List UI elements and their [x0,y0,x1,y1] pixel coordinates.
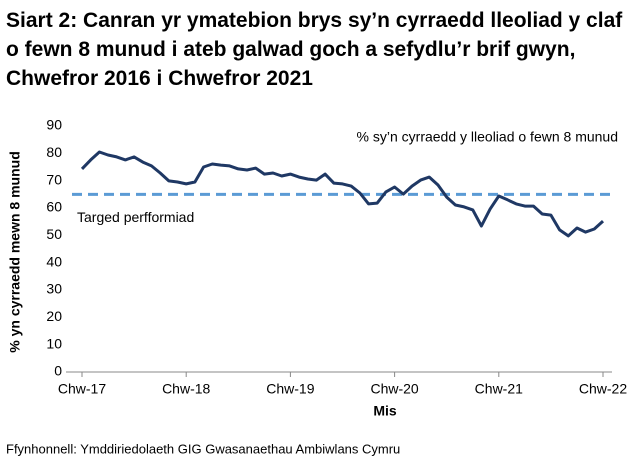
chart-title: Siart 2: Canran yr ymatebion brys sy’n c… [6,9,623,90]
y-tick-label: 20 [46,308,62,324]
x-tick-label: Chw-19 [266,381,314,397]
y-axis-label: % yn cyrraedd mewn 8 munud [7,151,23,353]
y-tick-label: 40 [46,253,62,269]
x-axis-label: Mis [373,403,397,419]
y-tick-label: 50 [46,226,62,242]
x-tick-label: Chw-20 [370,381,418,397]
data-line [80,150,605,238]
x-tick-label: Chw-21 [475,381,523,397]
x-tick-label: Chw-17 [58,381,106,397]
y-tick-label: 70 [46,171,62,187]
source-note: Ffynhonnell: Ymddiriedolaeth GIG Gwasana… [6,441,400,456]
y-tick-label: 90 [46,117,62,133]
x-tick-label: Chw-22 [579,381,627,397]
y-tick-label: 0 [54,363,62,379]
x-tick-label: Chw-18 [162,381,210,397]
series-label: % sy’n cyrraedd y lleoliad o fewn 8 munu… [357,129,618,145]
y-tick-label: 80 [46,144,62,160]
target-label: Targed perfformiad [77,209,194,225]
y-tick-label: 10 [46,335,62,351]
y-tick-label: 60 [46,199,62,215]
y-tick-label: 30 [46,281,62,297]
